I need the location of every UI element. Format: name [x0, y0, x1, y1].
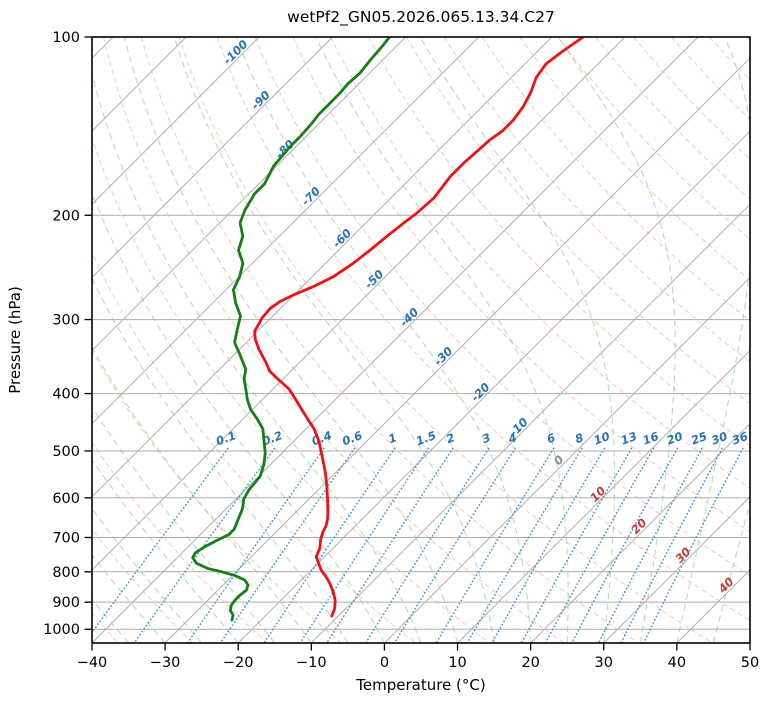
temperature-curve [253, 37, 585, 618]
mixing-ratio-label: 0.1 [214, 428, 238, 448]
x-tick-label: −20 [223, 655, 254, 671]
mixing-ratio-label: 13 [619, 429, 639, 448]
x-tick-label: 20 [521, 655, 539, 671]
y-tick-label: 1000 [43, 622, 80, 638]
isotherm-label: -90 [248, 88, 273, 113]
y-axis-label: Pressure (hPa) [6, 286, 24, 394]
mixing-ratio-label: 1 [386, 430, 398, 446]
x-axis-label: Temperature (°C) [355, 676, 485, 694]
y-tick-label: 600 [52, 491, 80, 507]
y-tick-label: 900 [52, 595, 80, 611]
y-tick-label: 500 [52, 444, 80, 460]
isotherm-label: 10 [587, 484, 608, 505]
mixing-ratio-label: 16 [641, 429, 661, 448]
isotherm-label: -70 [299, 184, 324, 209]
isotherm-label: 20 [628, 516, 649, 537]
mixing-ratio-label: 0.2 [260, 428, 284, 448]
chart-title: wetPf2_GN05.2026.065.13.34.C27 [287, 8, 555, 27]
isotherm-label: 0 [551, 452, 567, 468]
dewpoint-curve [191, 37, 391, 622]
mixing-ratio-label: 20 [665, 429, 685, 448]
isotherm-lines [92, 37, 750, 643]
x-tick-label: 40 [668, 655, 686, 671]
isotherm-label: -20 [468, 380, 493, 405]
mixing-ratio-label: 1.5 [414, 428, 438, 448]
x-tick-label: −10 [296, 655, 327, 671]
y-tick-label: 200 [52, 208, 80, 224]
isotherm-label: 40 [715, 575, 737, 597]
tick-labels: −40 −30 −20 −10 0 10 20 30 40 5010020030040050060… [43, 30, 759, 671]
isotherm-label: -30 [431, 344, 456, 369]
mixing-ratio-label: 8 [573, 430, 585, 446]
isotherm-label: 30 [672, 545, 693, 566]
isobar-gridlines [92, 36, 750, 630]
mixing-ratio-label: 2 [444, 430, 456, 446]
x-tick-label: 50 [741, 655, 759, 671]
mixing-ratio-label: 25 [689, 429, 709, 448]
x-tick-label: 10 [448, 655, 466, 671]
y-tick-label: 700 [52, 530, 80, 546]
mixing-ratio-label: 10 [592, 429, 612, 448]
mixing-ratio-lines [92, 447, 744, 643]
y-tick-label: 800 [52, 565, 80, 581]
x-tick-label: −40 [77, 655, 108, 671]
moist-adiabat-lines [92, 37, 750, 643]
mixing-ratio-label: 30 [709, 429, 729, 448]
x-tick-label: −30 [150, 655, 181, 671]
isotherm-label: -40 [397, 305, 422, 330]
mixing-ratio-label: 36 [730, 429, 750, 448]
isotherm-label: -50 [362, 267, 387, 292]
isotherm-label: -100 [220, 37, 250, 67]
y-tick-label: 300 [52, 313, 80, 329]
mixing-ratio-label: 0.4 [310, 428, 334, 448]
mixing-ratio-label: 0.6 [340, 428, 364, 448]
isotherm-label: -60 [330, 226, 355, 251]
x-tick-label: 30 [595, 655, 613, 671]
x-tick-label: 0 [380, 655, 389, 671]
mixing-ratio-label: 3 [480, 430, 492, 446]
axis-ticks [84, 36, 751, 651]
plot-frame [91, 36, 751, 644]
y-tick-label: 400 [52, 387, 80, 403]
y-tick-label: 100 [52, 30, 80, 46]
